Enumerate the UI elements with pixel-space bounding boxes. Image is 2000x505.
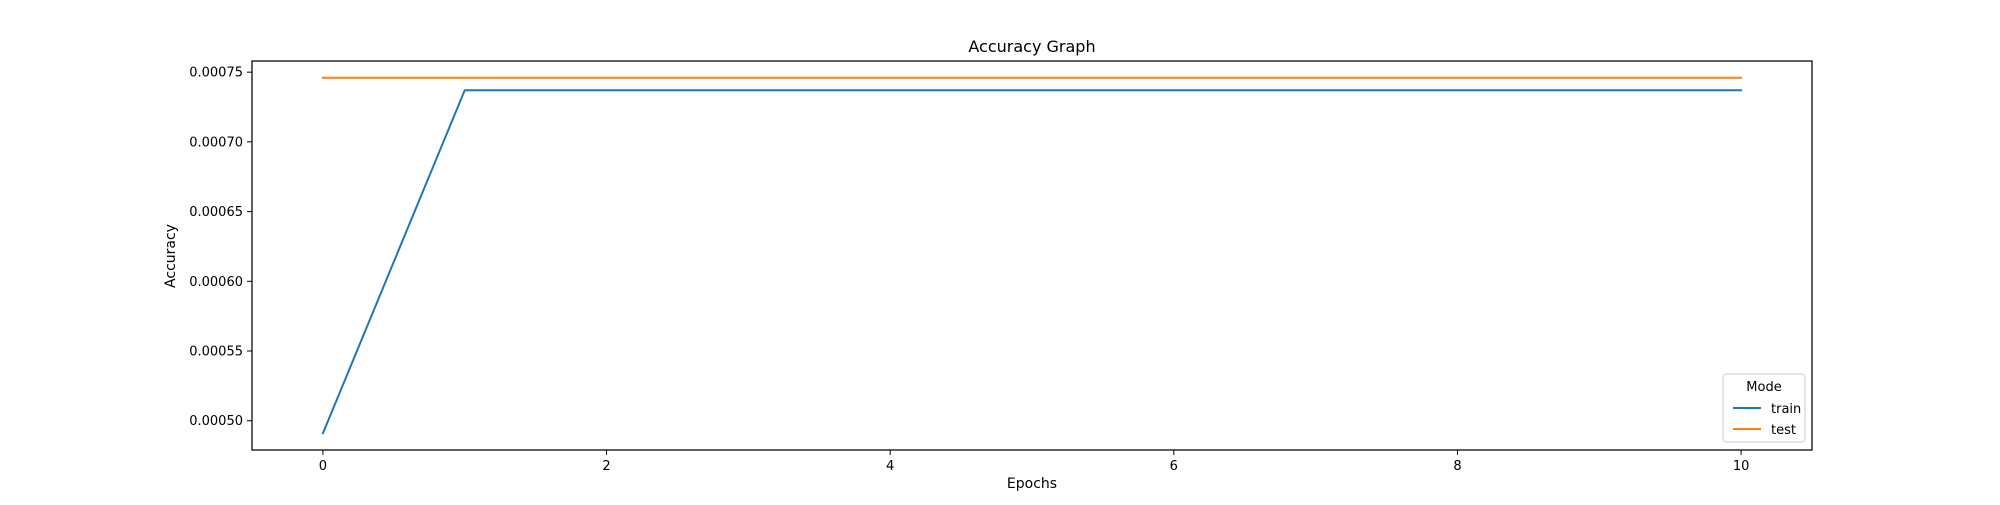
y-tick-label: 0.00070 xyxy=(189,135,243,150)
x-tick-label: 10 xyxy=(1733,459,1750,474)
chart-title: Accuracy Graph xyxy=(968,37,1095,56)
y-axis: 0.00050 0.00055 0.00060 0.00065 0.00070 0.000… xyxy=(189,66,252,429)
y-tick-label: 0.00050 xyxy=(189,414,243,429)
y-tick-label: 0.00075 xyxy=(189,66,243,81)
plot-frame xyxy=(251,60,1813,451)
legend: Mode train test xyxy=(1722,373,1806,443)
x-tick-label: 8 xyxy=(1453,459,1461,474)
x-axis-title: Epochs xyxy=(1007,476,1057,492)
legend-title: Mode xyxy=(1746,380,1781,395)
y-tick-label: 0.00060 xyxy=(189,275,243,290)
x-tick-label: 6 xyxy=(1170,459,1178,474)
legend-box xyxy=(1722,373,1806,443)
x-axis: 0 2 4 6 8 10 xyxy=(319,450,1750,474)
x-tick-label: 4 xyxy=(886,459,894,474)
x-tick-label: 2 xyxy=(602,459,610,474)
y-tick-label: 0.00055 xyxy=(189,345,243,360)
y-tick-label: 0.00065 xyxy=(189,205,243,220)
y-axis-title: Accuracy xyxy=(163,224,179,288)
series-layer xyxy=(321,76,1743,435)
series-line-train xyxy=(321,89,1743,435)
legend-label-test: test xyxy=(1771,423,1796,438)
legend-items: train test xyxy=(1733,402,1801,438)
legend-label-train: train xyxy=(1771,402,1801,417)
x-tick-label: 0 xyxy=(319,459,327,474)
